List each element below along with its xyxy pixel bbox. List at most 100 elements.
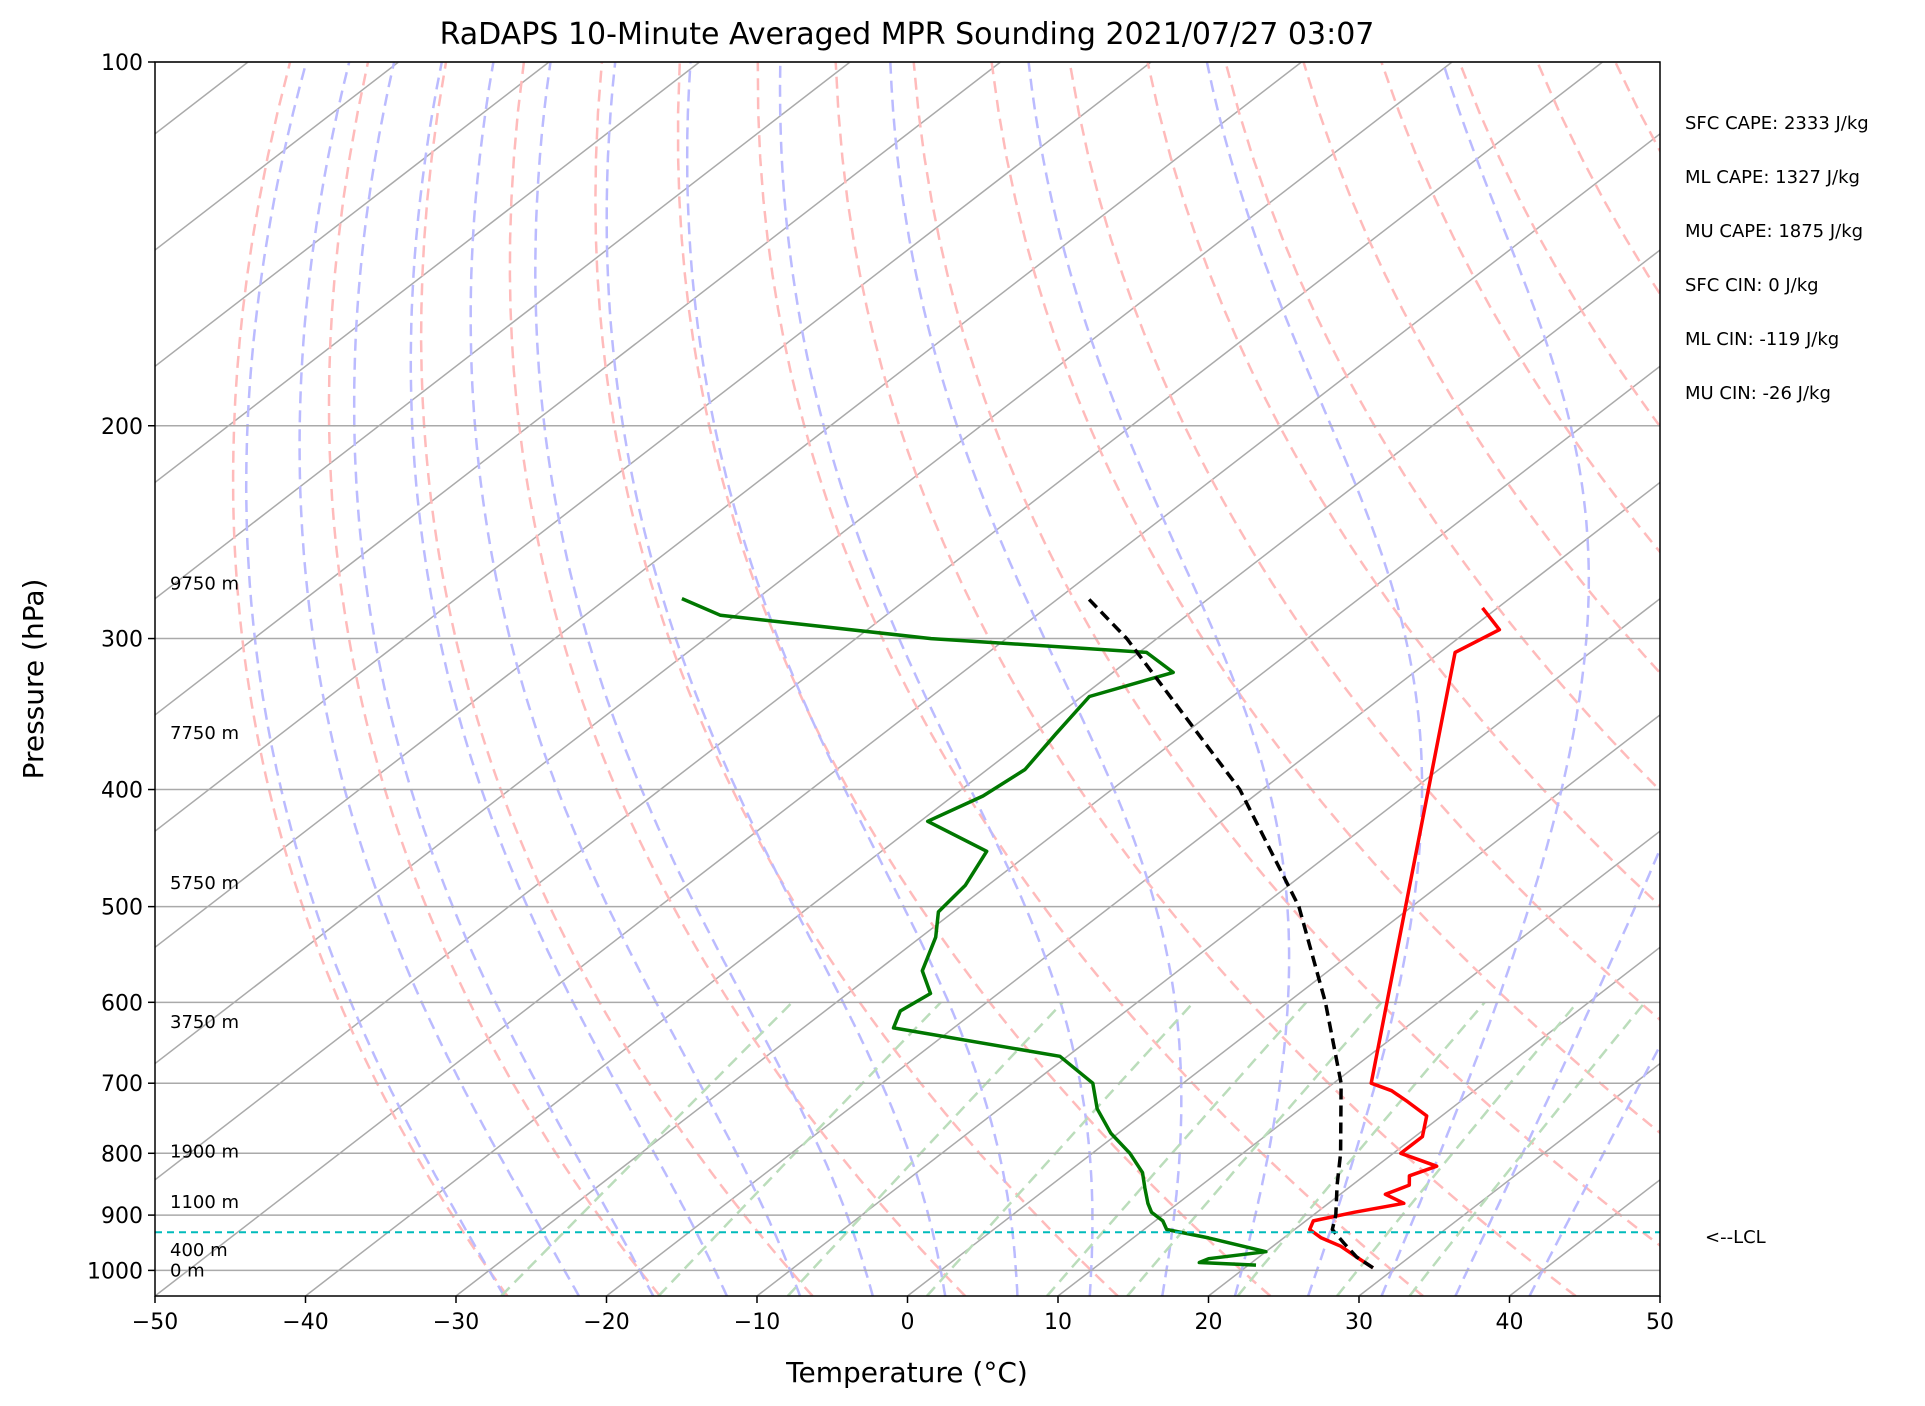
y-tick-label: 900 — [101, 1204, 143, 1229]
x-axis-ticks: −50 −40 −30 −20 −10 0 10 20 30 40 50 — [132, 1296, 1674, 1335]
isotherm-line — [907, 713, 1660, 1296]
mixing-ratio-line — [1126, 1001, 1383, 1296]
x-axis-title: Temperature (°C) — [785, 1356, 1028, 1389]
series-line-2 — [1087, 597, 1374, 1270]
plot-frame — [154, 61, 1661, 1297]
dry-adiabat-line — [990, 62, 1660, 1135]
stat-label: SFC CAPE: 2333 J/kg — [1685, 113, 1869, 134]
background-lines — [155, 62, 1925, 1296]
isotherm-line — [1208, 946, 1660, 1296]
height-label: 1900 m — [170, 1141, 239, 1162]
chart-title: RaDAPS 10-Minute Averaged MPR Sounding 2… — [440, 17, 1375, 52]
stat-label: ML CIN: -119 J/kg — [1685, 329, 1839, 350]
x-tick-label: −20 — [583, 1310, 629, 1335]
mixing-ratio-line — [1236, 1001, 1486, 1296]
series-line-0 — [1307, 606, 1502, 1270]
moist-adiabat-line — [889, 62, 1183, 1296]
dry-adiabat-line — [231, 62, 509, 1296]
isotherm-line — [1358, 1062, 1660, 1296]
y-tick-label: 700 — [101, 1072, 143, 1097]
dry-adiabat-line — [1380, 62, 1660, 554]
isotherm-line — [155, 132, 1660, 1296]
x-tick-label: 50 — [1646, 1310, 1674, 1335]
mixing-ratio-line — [500, 1001, 794, 1296]
dry-adiabat-line — [676, 62, 1272, 1296]
dry-adiabat-line — [912, 62, 1660, 1248]
moist-adiabat-line — [778, 62, 1094, 1296]
moist-adiabat-line — [685, 62, 1019, 1296]
isotherm-line — [756, 597, 1660, 1296]
isotherm-line — [155, 62, 550, 368]
y-tick-label: 100 — [101, 51, 143, 76]
mixing-ratio-line — [1408, 1001, 1646, 1296]
isotherm-line — [155, 62, 1302, 949]
dry-adiabat-line — [1614, 62, 1660, 154]
dry-adiabat-line — [1693, 62, 1925, 1296]
y-tick-label: 600 — [101, 991, 143, 1016]
stat-label: ML CAPE: 1327 J/kg — [1685, 167, 1860, 188]
dry-adiabat-line — [1458, 62, 1660, 429]
mixing-ratio-line — [786, 1001, 1064, 1296]
isotherm-line — [1509, 1178, 1660, 1296]
isotherm-line — [606, 481, 1660, 1296]
x-tick-label: 30 — [1345, 1310, 1373, 1335]
x-tick-label: 0 — [901, 1310, 915, 1335]
stat-label: MU CAPE: 1875 J/kg — [1685, 221, 1863, 242]
stat-label: SFC CIN: 0 J/kg — [1685, 275, 1819, 296]
moist-adiabat-line — [605, 62, 947, 1296]
dry-adiabat-line — [419, 62, 814, 1296]
height-label: 0 m — [170, 1260, 205, 1281]
stat-label: MU CIN: -26 J/kg — [1685, 383, 1831, 404]
moist-adiabat-line — [352, 62, 655, 1296]
x-tick-label: 10 — [1044, 1310, 1072, 1335]
dry-adiabat-line — [1302, 62, 1660, 675]
moist-adiabat-line — [298, 62, 580, 1296]
dry-adiabat-line — [1771, 62, 1925, 1296]
isotherm-line — [155, 62, 1001, 716]
dry-adiabat-line — [508, 62, 967, 1296]
x-tick-label: −40 — [282, 1310, 328, 1335]
x-tick-label: −10 — [734, 1310, 780, 1335]
y-tick-label: 1000 — [87, 1259, 143, 1284]
y-tick-label: 300 — [101, 628, 143, 653]
x-tick-label: 20 — [1195, 1310, 1223, 1335]
isotherm-line — [455, 365, 1660, 1296]
pressure-gridlines — [155, 61, 1660, 1272]
height-label: 7750 m — [170, 723, 239, 744]
moist-adiabat-line — [244, 62, 506, 1296]
thermo-stats: SFC CAPE: 2333 J/kg ML CAPE: 1327 J/kg MU … — [1685, 113, 1869, 404]
dry-adiabat-line — [1224, 62, 1660, 793]
mixing-ratio-line — [1336, 1001, 1579, 1296]
isotherm-line — [155, 62, 851, 600]
dry-adiabat-line — [594, 62, 1119, 1296]
x-tick-label: −30 — [433, 1310, 479, 1335]
y-axis-title: Pressure (hPa) — [17, 579, 50, 780]
isotherm-line — [1057, 830, 1660, 1296]
x-tick-label: 40 — [1496, 1310, 1524, 1335]
height-label: 1100 m — [170, 1192, 239, 1213]
dry-adiabat-line — [756, 62, 1424, 1296]
height-label: 5750 m — [170, 873, 239, 894]
isotherm-line — [155, 62, 1603, 1181]
moist-adiabat-line — [1454, 846, 1660, 1296]
dry-adiabat-line — [1146, 62, 1660, 908]
isotherm-line — [155, 62, 1453, 1065]
moist-adiabat-line — [409, 62, 729, 1296]
moist-adiabat-line — [1528, 1043, 1660, 1296]
mixing-ratio-line — [925, 1001, 1195, 1296]
series-layer — [155, 596, 1660, 1270]
x-tick-label: −50 — [132, 1310, 178, 1335]
y-axis-ticks: 100 200 300 400 500 600 700 800 900 1000 — [87, 51, 155, 1284]
lcl-label: <--LCL — [1705, 1227, 1766, 1248]
y-tick-label: 500 — [101, 896, 143, 921]
series-line-1 — [681, 596, 1268, 1267]
y-tick-label: 800 — [101, 1142, 143, 1167]
moist-adiabat-line — [1380, 62, 1591, 1296]
moist-adiabat-line — [469, 62, 802, 1296]
isotherm-line — [1811, 62, 1925, 1296]
height-label: 400 m — [170, 1240, 228, 1261]
isotherm-line — [1659, 1295, 1660, 1296]
moist-adiabat-line — [1205, 62, 1424, 1296]
isotherm-line — [305, 249, 1660, 1296]
